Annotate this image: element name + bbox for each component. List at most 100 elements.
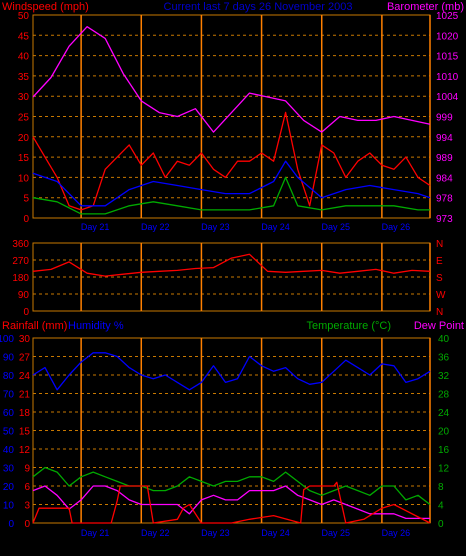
axis-tick-label: 18 bbox=[19, 408, 31, 419]
series-dew-point bbox=[32, 485, 430, 520]
axis-tick-label: 973 bbox=[436, 214, 453, 225]
axis-tick-label: 80 bbox=[3, 371, 15, 382]
axis-tick-label: W bbox=[436, 290, 446, 301]
series-wind-direction bbox=[32, 253, 431, 277]
humidity-axis-label: Humidity % bbox=[68, 320, 124, 332]
series-windspeed-minimum bbox=[32, 176, 430, 215]
axis-tick-label: 9 bbox=[24, 464, 30, 475]
axis-tick-label: 3 bbox=[24, 501, 30, 512]
axis-tick-label: 35 bbox=[18, 72, 30, 83]
axis-tick-label: 5 bbox=[23, 194, 29, 205]
axis-tick-label: 40 bbox=[438, 334, 450, 345]
axis-tick-label: 36 bbox=[438, 353, 450, 364]
axis-tick-label: 20 bbox=[438, 427, 450, 438]
axis-tick-label: 15 bbox=[19, 427, 31, 438]
axis-tick-label: 30 bbox=[19, 334, 31, 345]
axis-tick-label: 16 bbox=[438, 445, 450, 456]
day-axis-top: Day 21 Day 22 Day 23 Day 24 Day 25 Day 26 bbox=[81, 222, 410, 232]
axis-tick-label: 10 bbox=[3, 501, 15, 512]
temperature-axis: 0 4 8 12 16 20 24 28 32 36 40 bbox=[438, 334, 450, 530]
panel-wind-barometer-grid bbox=[33, 15, 431, 218]
axis-tick-label: 999 bbox=[436, 113, 453, 124]
axis-tick-label: 989 bbox=[436, 153, 453, 164]
axis-tick-label: 0 bbox=[8, 519, 14, 530]
day-tick-label: Day 26 bbox=[382, 528, 411, 538]
series-humidity bbox=[32, 352, 431, 391]
axis-tick-label: 1010 bbox=[436, 72, 459, 83]
axis-tick-label: 0 bbox=[23, 214, 29, 225]
axis-tick-label: 270 bbox=[12, 256, 29, 267]
chart-title: Current last 7 days 26 November 2003 bbox=[164, 1, 353, 13]
axis-tick-label: 40 bbox=[18, 52, 30, 63]
axis-tick-label: 0 bbox=[438, 519, 444, 530]
axis-tick-label: 0 bbox=[23, 307, 29, 318]
axis-tick-label: 984 bbox=[436, 173, 453, 184]
axis-tick-label: 4 bbox=[438, 501, 444, 512]
day-tick-label: Day 22 bbox=[141, 222, 170, 232]
humidity-axis: 0 3 6 9 12 15 18 21 24 27 30 bbox=[19, 334, 31, 530]
series-rainfall-mm bbox=[32, 481, 431, 524]
day-tick-label: Day 25 bbox=[321, 528, 350, 538]
axis-tick-label: 24 bbox=[438, 408, 450, 419]
axis-tick-label: 8 bbox=[438, 482, 444, 493]
barometer-axis-label: Barometer (mb) bbox=[387, 1, 464, 13]
axis-tick-label: 45 bbox=[18, 31, 30, 42]
axis-tick-label: 27 bbox=[19, 353, 31, 364]
panel-rain-humidity-temp-series bbox=[32, 352, 431, 524]
temperature-axis-label: Temperature (°C) bbox=[307, 320, 391, 332]
axis-tick-label: 0 bbox=[24, 519, 30, 530]
axis-tick-label: 994 bbox=[436, 133, 453, 144]
axis-tick-label: 28 bbox=[438, 390, 450, 401]
axis-tick-label: 978 bbox=[436, 194, 453, 205]
axis-tick-label: 90 bbox=[3, 353, 15, 364]
series-windspeed-gust bbox=[32, 111, 431, 211]
panel-wind-direction-series bbox=[32, 253, 431, 277]
axis-tick-label: 20 bbox=[18, 133, 30, 144]
axis-tick-label: 360 bbox=[12, 239, 29, 250]
panel-wind-direction-grid bbox=[33, 243, 431, 311]
axis-tick-label: N bbox=[436, 307, 443, 318]
axis-tick-label: 60 bbox=[3, 408, 15, 419]
rainfall-axis-label: Rainfall (mm) bbox=[2, 320, 67, 332]
axis-tick-label: S bbox=[436, 273, 443, 284]
windspeed-axis: 0 5 10 15 20 25 30 35 40 45 50 bbox=[18, 11, 30, 225]
axis-tick-label: 1020 bbox=[436, 31, 459, 42]
panel-wind-barometer-series bbox=[32, 26, 431, 215]
axis-tick-label: N bbox=[436, 239, 443, 250]
day-tick-label: Day 23 bbox=[201, 528, 230, 538]
axis-tick-label: 12 bbox=[19, 445, 31, 456]
axis-tick-label: 1025 bbox=[436, 11, 459, 22]
axis-tick-label: 50 bbox=[18, 11, 30, 22]
day-tick-label: Day 24 bbox=[261, 222, 290, 232]
day-tick-label: Day 21 bbox=[81, 222, 110, 232]
axis-tick-label: 1004 bbox=[436, 92, 459, 103]
axis-tick-label: 100 bbox=[0, 334, 14, 345]
axis-tick-label: 6 bbox=[24, 482, 30, 493]
day-tick-label: Day 23 bbox=[201, 222, 230, 232]
axis-tick-label: 180 bbox=[12, 273, 29, 284]
series-temperature-c bbox=[32, 466, 431, 506]
axis-tick-label: 32 bbox=[438, 371, 450, 382]
day-tick-label: Day 25 bbox=[321, 222, 350, 232]
axis-tick-label: 1015 bbox=[436, 52, 459, 63]
axis-tick-label: 21 bbox=[19, 390, 31, 401]
series-windspeed-average bbox=[32, 160, 431, 207]
axis-tick-label: 15 bbox=[18, 153, 30, 164]
dewpoint-axis-label: Dew Point bbox=[414, 320, 464, 332]
axis-tick-label: 10 bbox=[18, 173, 30, 184]
axis-tick-label: 70 bbox=[3, 390, 15, 401]
axis-tick-label: 12 bbox=[438, 464, 450, 475]
day-tick-label: Day 26 bbox=[382, 222, 411, 232]
axis-tick-label: 90 bbox=[18, 290, 30, 301]
axis-tick-label: 50 bbox=[3, 427, 15, 438]
axis-tick-label: 30 bbox=[3, 464, 15, 475]
series-barometer-mb bbox=[32, 26, 431, 133]
barometer-axis: 973 978 984 989 994 999 1004 1010 1015 1020 1025 bbox=[436, 11, 459, 225]
wind-direction-degrees-axis: 0 90 180 270 360 bbox=[12, 239, 29, 318]
day-tick-label: Day 24 bbox=[261, 528, 290, 538]
day-axis-bottom: Day 21 Day 22 Day 23 Day 24 Day 25 Day 26 bbox=[81, 528, 410, 538]
windspeed-axis-label: Windspeed (mph) bbox=[2, 1, 89, 13]
axis-tick-label: 25 bbox=[18, 113, 30, 124]
